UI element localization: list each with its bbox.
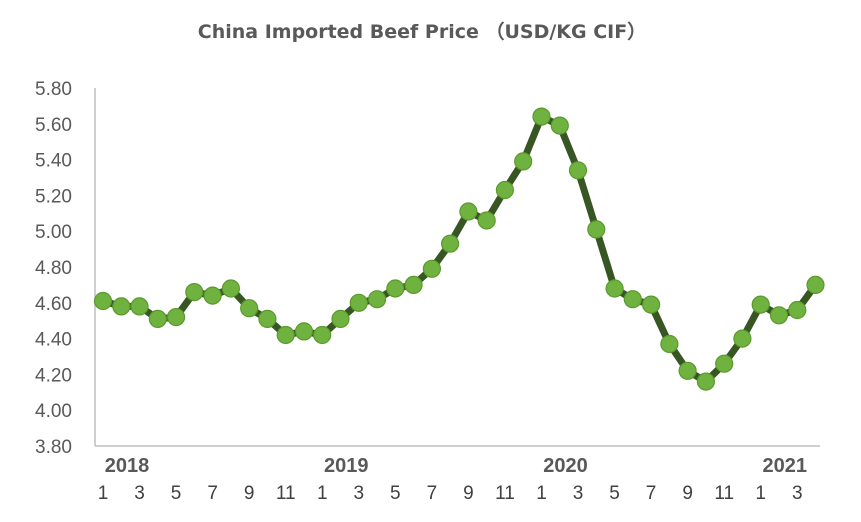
data-points [93, 107, 825, 391]
x-tick-label: 11 [276, 483, 296, 504]
data-point [477, 211, 496, 230]
data-point [514, 152, 533, 171]
chart-title: China Imported Beef Price （USD/KG CIF） [198, 20, 646, 43]
x-tick-label: 5 [390, 483, 401, 504]
data-point [130, 297, 149, 316]
data-point [368, 290, 387, 309]
data-point [715, 354, 734, 373]
year-labels: 2018 2019 2020 2021 [105, 455, 807, 477]
data-point [294, 322, 314, 341]
data-point [532, 107, 551, 126]
data-point [751, 295, 770, 314]
data-point [112, 297, 131, 316]
x-tick-label: 1 [317, 483, 328, 504]
y-tick-label: 5.00 [35, 222, 72, 243]
data-point [587, 220, 606, 239]
year-label: 2018 [105, 455, 150, 477]
data-point [349, 293, 368, 312]
data-point [806, 275, 825, 294]
data-point [404, 275, 423, 294]
data-point [459, 202, 478, 221]
data-point [660, 334, 679, 354]
x-tick-label: 1 [98, 483, 109, 504]
y-tick-label: 5.60 [35, 115, 72, 136]
x-tick-label: 1 [755, 483, 766, 504]
data-point [331, 309, 350, 328]
data-point [276, 325, 295, 345]
data-point [605, 279, 624, 298]
y-tick-label: 4.00 [35, 401, 72, 422]
y-tick-label: 5.20 [35, 186, 72, 207]
year-label: 2020 [543, 455, 588, 477]
y-tick-label: 5.80 [35, 79, 72, 100]
data-point [93, 291, 113, 311]
data-point [788, 300, 807, 320]
year-label: 2019 [324, 455, 369, 477]
y-tick-label: 4.80 [35, 258, 72, 279]
data-point [422, 259, 441, 278]
data-point [221, 279, 240, 298]
x-tick-label: 3 [353, 483, 364, 504]
data-point [240, 299, 259, 318]
data-point [696, 372, 716, 391]
data-point [568, 161, 588, 180]
y-tick-label: 4.20 [35, 365, 72, 386]
data-point [769, 306, 789, 325]
data-point [203, 286, 222, 305]
x-tick-label: 7 [427, 483, 438, 504]
series-line [99, 113, 819, 386]
data-point [313, 325, 332, 345]
x-tick-label: 7 [646, 483, 657, 504]
x-tick-label: 11 [495, 483, 515, 504]
x-tick-label: 9 [682, 483, 693, 504]
data-point [441, 234, 460, 253]
x-tick-label: 3 [573, 483, 584, 504]
x-tick-label: 3 [792, 483, 803, 504]
x-tick-label: 11 [714, 483, 734, 504]
x-axis-ticks: 1 3 5 7 9 11 1 3 5 7 9 11 1 3 5 7 9 11 1 3 [98, 483, 803, 504]
data-point [167, 308, 186, 327]
data-point [495, 180, 514, 200]
data-point [733, 329, 752, 348]
y-tick-label: 5.40 [35, 151, 72, 172]
y-axis-ticks: 3.80 4.00 4.20 4.40 4.60 4.80 5.00 5.20 5.40 5.60… [35, 79, 72, 458]
data-point [641, 295, 661, 314]
data-point [550, 116, 569, 135]
data-point [678, 361, 697, 380]
data-point [185, 283, 204, 302]
data-point [386, 279, 405, 298]
x-tick-label: 5 [171, 483, 182, 504]
x-tick-label: 3 [134, 483, 145, 504]
x-tick-label: 5 [609, 483, 620, 504]
x-tick-label: 9 [463, 483, 474, 504]
y-tick-label: 4.60 [35, 294, 72, 315]
y-tick-label: 4.40 [35, 330, 72, 351]
x-tick-label: 9 [244, 483, 255, 504]
y-tick-label: 3.80 [35, 437, 72, 458]
x-tick-label: 7 [207, 483, 218, 504]
data-point [148, 309, 167, 328]
year-label: 2021 [762, 455, 807, 477]
data-point [623, 290, 642, 309]
data-point [258, 309, 277, 328]
x-tick-label: 1 [536, 483, 547, 504]
